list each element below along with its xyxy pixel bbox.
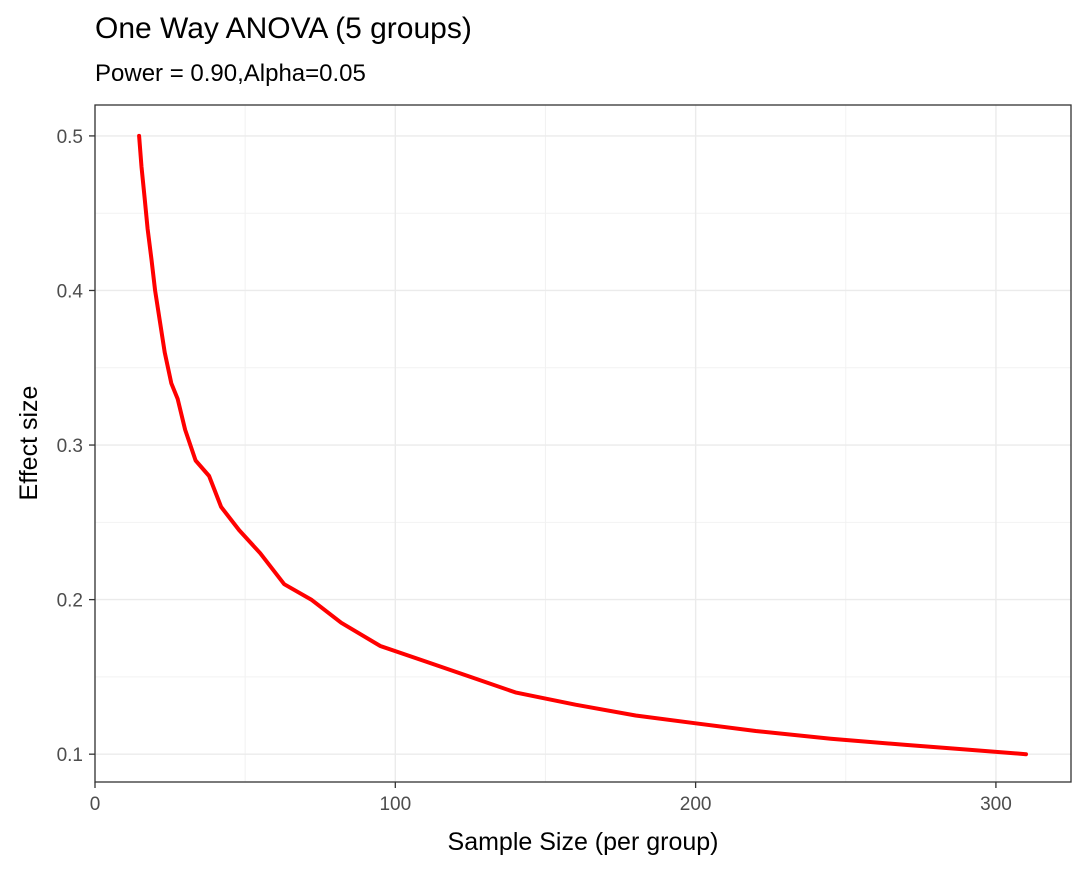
x-tick-label: 0 (90, 794, 101, 815)
y-tick-label: 0.2 (57, 591, 83, 612)
plot-panel (94, 104, 1072, 783)
grid-layer (94, 105, 1071, 782)
x-axis-title: Sample Size (per group) (448, 828, 719, 856)
y-tick-label: 0.3 (57, 436, 83, 457)
axis-layer: 0 100 200 300 0.1 0.2 0.3 0.4 0.5 (57, 127, 1012, 815)
y-tick-label: 0.1 (57, 745, 83, 766)
chart-title: One Way ANOVA (5 groups) (95, 12, 472, 45)
x-tick-label: 300 (980, 794, 1012, 815)
series-layer (137, 133, 1028, 757)
chart-subtitle: Power = 0.90,Alpha=0.05 (95, 60, 366, 87)
x-tick-label: 100 (379, 794, 411, 815)
y-axis-title: Effect size (15, 386, 43, 501)
y-tick-label: 0.5 (57, 127, 83, 148)
series-line (137, 133, 1028, 757)
x-tick-label: 200 (680, 794, 712, 815)
y-tick-label: 0.4 (57, 281, 84, 302)
